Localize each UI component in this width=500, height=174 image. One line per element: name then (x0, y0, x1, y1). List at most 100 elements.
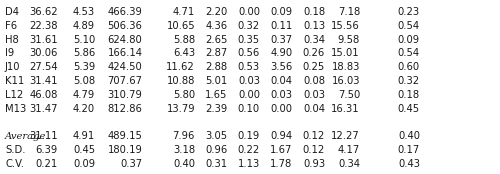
Text: 506.36: 506.36 (108, 21, 142, 31)
Text: 16.03: 16.03 (332, 76, 360, 86)
Text: 489.15: 489.15 (108, 131, 142, 141)
Text: D4: D4 (5, 7, 19, 17)
Text: 0.13: 0.13 (303, 21, 325, 31)
Text: 310.79: 310.79 (108, 90, 142, 100)
Text: 0.56: 0.56 (238, 48, 260, 58)
Text: F6: F6 (5, 21, 17, 31)
Text: 0.03: 0.03 (303, 90, 325, 100)
Text: 4.53: 4.53 (73, 7, 95, 17)
Text: 11.62: 11.62 (166, 62, 195, 72)
Text: 0.04: 0.04 (270, 76, 292, 86)
Text: 0.09: 0.09 (270, 7, 292, 17)
Text: 0.00: 0.00 (238, 90, 260, 100)
Text: L12: L12 (5, 90, 23, 100)
Text: 0.40: 0.40 (398, 131, 420, 141)
Text: 0.25: 0.25 (303, 62, 325, 72)
Text: 1.65: 1.65 (205, 90, 228, 100)
Text: 0.09: 0.09 (398, 35, 420, 45)
Text: 5.10: 5.10 (73, 35, 95, 45)
Text: 30.06: 30.06 (29, 48, 58, 58)
Text: I9: I9 (5, 48, 14, 58)
Text: 0.10: 0.10 (238, 104, 260, 113)
Text: 0.34: 0.34 (338, 159, 360, 169)
Text: 4.89: 4.89 (73, 21, 95, 31)
Text: J10: J10 (5, 62, 20, 72)
Text: 5.39: 5.39 (73, 62, 95, 72)
Text: 0.00: 0.00 (270, 104, 292, 113)
Text: 16.31: 16.31 (332, 104, 360, 113)
Text: 466.39: 466.39 (108, 7, 142, 17)
Text: 2.65: 2.65 (205, 35, 228, 45)
Text: 0.12: 0.12 (303, 131, 325, 141)
Text: 0.08: 0.08 (303, 76, 325, 86)
Text: 5.86: 5.86 (73, 48, 95, 58)
Text: 0.45: 0.45 (73, 145, 95, 155)
Text: 0.32: 0.32 (238, 21, 260, 31)
Text: 15.01: 15.01 (332, 48, 360, 58)
Text: 4.20: 4.20 (73, 104, 95, 113)
Text: 0.03: 0.03 (270, 90, 292, 100)
Text: 0.53: 0.53 (238, 62, 260, 72)
Text: 5.08: 5.08 (73, 76, 95, 86)
Text: 0.43: 0.43 (398, 159, 420, 169)
Text: 2.87: 2.87 (206, 48, 228, 58)
Text: K11: K11 (5, 76, 24, 86)
Text: 166.14: 166.14 (108, 48, 142, 58)
Text: 5.88: 5.88 (173, 35, 195, 45)
Text: 0.40: 0.40 (173, 159, 195, 169)
Text: 0.19: 0.19 (238, 131, 260, 141)
Text: 12.27: 12.27 (331, 131, 360, 141)
Text: 0.11: 0.11 (270, 21, 292, 31)
Text: 0.34: 0.34 (303, 35, 325, 45)
Text: 13.79: 13.79 (166, 104, 195, 113)
Text: 1.13: 1.13 (238, 159, 260, 169)
Text: 0.37: 0.37 (270, 35, 292, 45)
Text: Average: Average (5, 132, 46, 141)
Text: 22.38: 22.38 (29, 21, 58, 31)
Text: 0.23: 0.23 (398, 7, 420, 17)
Text: 2.20: 2.20 (206, 7, 228, 17)
Text: 7.18: 7.18 (338, 7, 360, 17)
Text: 27.54: 27.54 (29, 62, 58, 72)
Text: 31.47: 31.47 (29, 104, 58, 113)
Text: C.V.: C.V. (5, 159, 24, 169)
Text: 0.09: 0.09 (73, 159, 95, 169)
Text: 3.56: 3.56 (270, 62, 292, 72)
Text: 0.45: 0.45 (398, 104, 420, 113)
Text: 5.80: 5.80 (173, 90, 195, 100)
Text: 15.56: 15.56 (331, 21, 360, 31)
Text: 1.67: 1.67 (270, 145, 292, 155)
Text: 624.80: 624.80 (108, 35, 142, 45)
Text: 0.32: 0.32 (398, 76, 420, 86)
Text: 0.37: 0.37 (120, 159, 142, 169)
Text: 0.12: 0.12 (303, 145, 325, 155)
Text: S.D.: S.D. (5, 145, 25, 155)
Text: 0.03: 0.03 (238, 76, 260, 86)
Text: 0.54: 0.54 (398, 48, 420, 58)
Text: 3.05: 3.05 (206, 131, 228, 141)
Text: 0.93: 0.93 (303, 159, 325, 169)
Text: 3.18: 3.18 (173, 145, 195, 155)
Text: 31.61: 31.61 (29, 35, 58, 45)
Text: 7.96: 7.96 (172, 131, 195, 141)
Text: 0.18: 0.18 (303, 7, 325, 17)
Text: 0.94: 0.94 (270, 131, 292, 141)
Text: 0.35: 0.35 (238, 35, 260, 45)
Text: 424.50: 424.50 (108, 62, 142, 72)
Text: 6.43: 6.43 (173, 48, 195, 58)
Text: 2.88: 2.88 (206, 62, 228, 72)
Text: 1.78: 1.78 (270, 159, 292, 169)
Text: 9.58: 9.58 (338, 35, 360, 45)
Text: 6.39: 6.39 (35, 145, 58, 155)
Text: 0.31: 0.31 (206, 159, 228, 169)
Text: 2.39: 2.39 (206, 104, 228, 113)
Text: 46.08: 46.08 (29, 90, 58, 100)
Text: 31.11: 31.11 (29, 131, 58, 141)
Text: 36.62: 36.62 (29, 7, 58, 17)
Text: 0.96: 0.96 (206, 145, 228, 155)
Text: 31.41: 31.41 (29, 76, 58, 86)
Text: 4.17: 4.17 (338, 145, 360, 155)
Text: 0.04: 0.04 (303, 104, 325, 113)
Text: 10.65: 10.65 (166, 21, 195, 31)
Text: 4.36: 4.36 (206, 21, 228, 31)
